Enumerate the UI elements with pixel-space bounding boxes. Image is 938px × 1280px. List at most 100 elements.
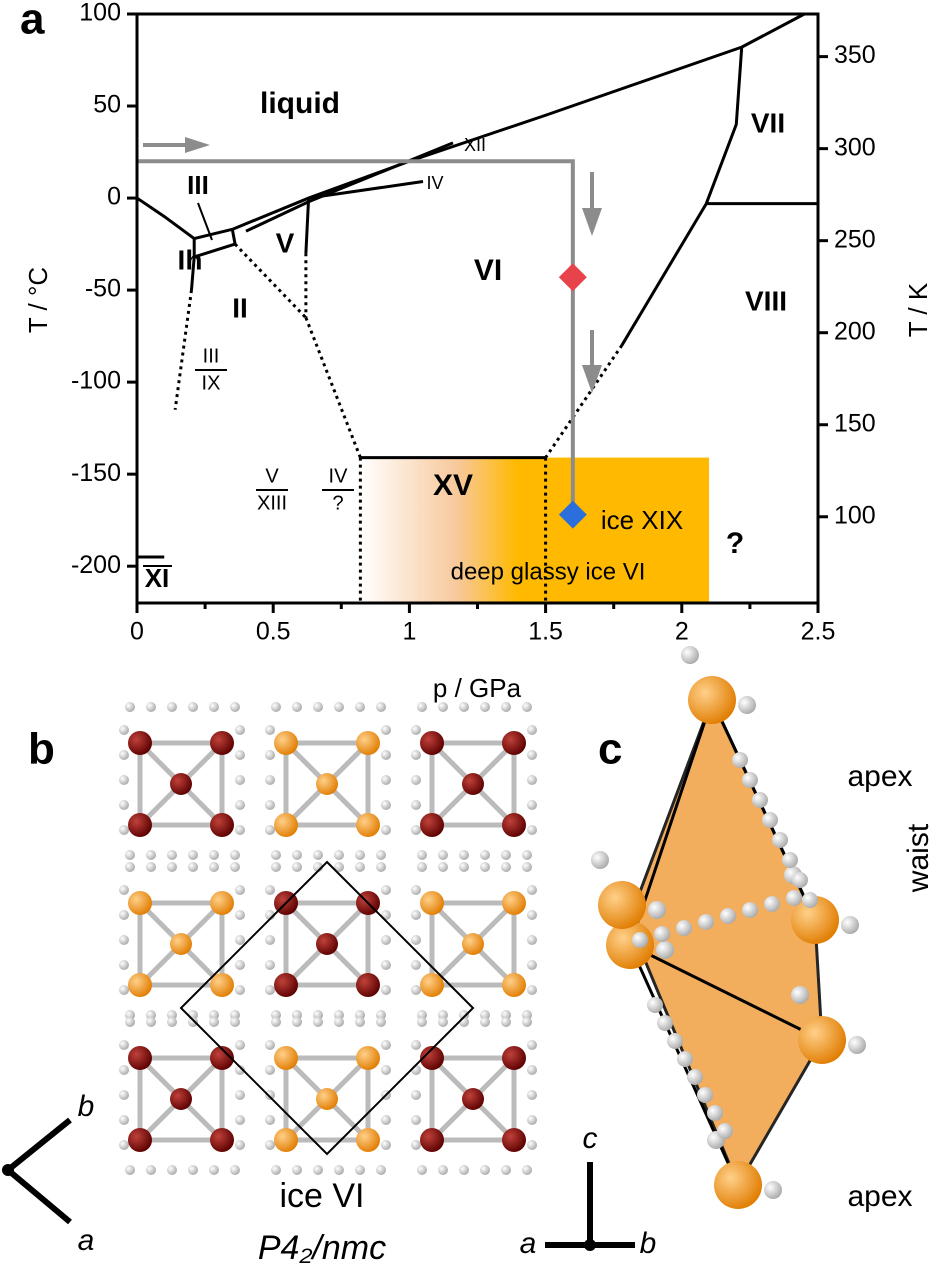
phase-label: VIII xyxy=(745,285,787,316)
atom xyxy=(632,932,648,948)
atom xyxy=(411,825,421,835)
atom xyxy=(170,1088,192,1110)
atom xyxy=(527,775,537,785)
atom xyxy=(717,1123,733,1139)
atom xyxy=(459,862,469,872)
atom xyxy=(167,1165,177,1175)
atom xyxy=(698,914,714,930)
atom xyxy=(742,772,758,788)
fraction-num: V xyxy=(265,465,279,487)
atom xyxy=(128,731,152,755)
atom xyxy=(265,800,275,810)
atom xyxy=(274,1046,298,1070)
atom xyxy=(527,1115,537,1125)
fraction-num: IV xyxy=(329,465,349,487)
phase-boundary xyxy=(304,197,311,254)
atom xyxy=(119,885,129,895)
atom xyxy=(210,973,234,997)
atom xyxy=(527,1040,537,1050)
atom xyxy=(438,1010,448,1020)
atom xyxy=(502,813,526,837)
atom xyxy=(119,825,129,835)
phase-boundary xyxy=(741,12,806,49)
atom xyxy=(411,775,421,785)
atom xyxy=(128,973,152,997)
phase-label: ? xyxy=(726,527,744,560)
phase-label: V xyxy=(276,227,295,258)
atom xyxy=(230,862,240,872)
atom xyxy=(167,702,177,712)
atom xyxy=(235,985,245,995)
atom xyxy=(527,960,537,970)
phase-label: XV xyxy=(433,469,473,502)
polyhedron-label: waist xyxy=(902,823,935,893)
atom xyxy=(527,1140,537,1150)
atom xyxy=(316,773,338,795)
atom xyxy=(502,731,526,755)
atom xyxy=(235,885,245,895)
phase-label: XI xyxy=(145,563,170,593)
atom xyxy=(235,1115,245,1125)
axis-letter: c xyxy=(583,1122,598,1155)
atom xyxy=(167,850,177,860)
phase-boundary xyxy=(230,229,237,245)
atom xyxy=(210,813,234,837)
phase-boundary xyxy=(245,141,454,233)
y-tick-label: -150 xyxy=(71,459,121,487)
atom xyxy=(502,891,526,915)
atom xyxy=(209,1010,219,1020)
x-tick-label: 0 xyxy=(130,618,144,646)
atom xyxy=(265,985,275,995)
atom xyxy=(522,850,532,860)
atom xyxy=(420,813,444,837)
atom xyxy=(381,825,391,835)
atom xyxy=(527,800,537,810)
atom xyxy=(292,850,302,860)
atom xyxy=(527,885,537,895)
atom xyxy=(235,1065,245,1075)
atom xyxy=(732,752,748,768)
atom xyxy=(480,1017,490,1027)
atom xyxy=(459,1017,469,1027)
x-tick-label: 2 xyxy=(675,618,689,646)
atom xyxy=(265,1140,275,1150)
atom xyxy=(230,850,240,860)
fraction-den: XIII xyxy=(257,492,287,514)
atom xyxy=(438,862,448,872)
atom xyxy=(355,1165,365,1175)
atom xyxy=(313,1010,323,1020)
atom xyxy=(501,702,511,712)
axis-letter: b xyxy=(78,1090,95,1123)
arrow-head xyxy=(185,137,210,153)
atom xyxy=(334,1017,344,1027)
atom xyxy=(411,1040,421,1050)
arrow-head xyxy=(582,208,602,236)
atom xyxy=(125,1010,135,1020)
panel-label: a xyxy=(20,0,45,44)
fraction-num: III xyxy=(203,345,220,367)
atom xyxy=(265,935,275,945)
atom xyxy=(411,1090,421,1100)
atom xyxy=(235,960,245,970)
polyhedron-label: apex xyxy=(847,760,912,793)
atom xyxy=(527,725,537,735)
atom xyxy=(128,813,152,837)
atom xyxy=(334,702,344,712)
atom xyxy=(230,1010,240,1020)
phase-boundary xyxy=(136,196,196,240)
atom xyxy=(381,985,391,995)
phase-label: liquid xyxy=(260,87,340,120)
phase-label: deep glassy ice VI xyxy=(451,558,646,585)
phase-label: ice XIX xyxy=(601,505,683,535)
atom xyxy=(209,862,219,872)
atom xyxy=(677,1051,693,1067)
atom xyxy=(381,1115,391,1125)
atom xyxy=(271,1010,281,1020)
atom xyxy=(527,1090,537,1100)
atom xyxy=(802,892,818,908)
atom xyxy=(376,862,386,872)
atom xyxy=(720,908,736,924)
phase-label: XII xyxy=(464,135,486,155)
y-axis-title: T / °C xyxy=(23,267,53,333)
atom xyxy=(125,862,135,872)
